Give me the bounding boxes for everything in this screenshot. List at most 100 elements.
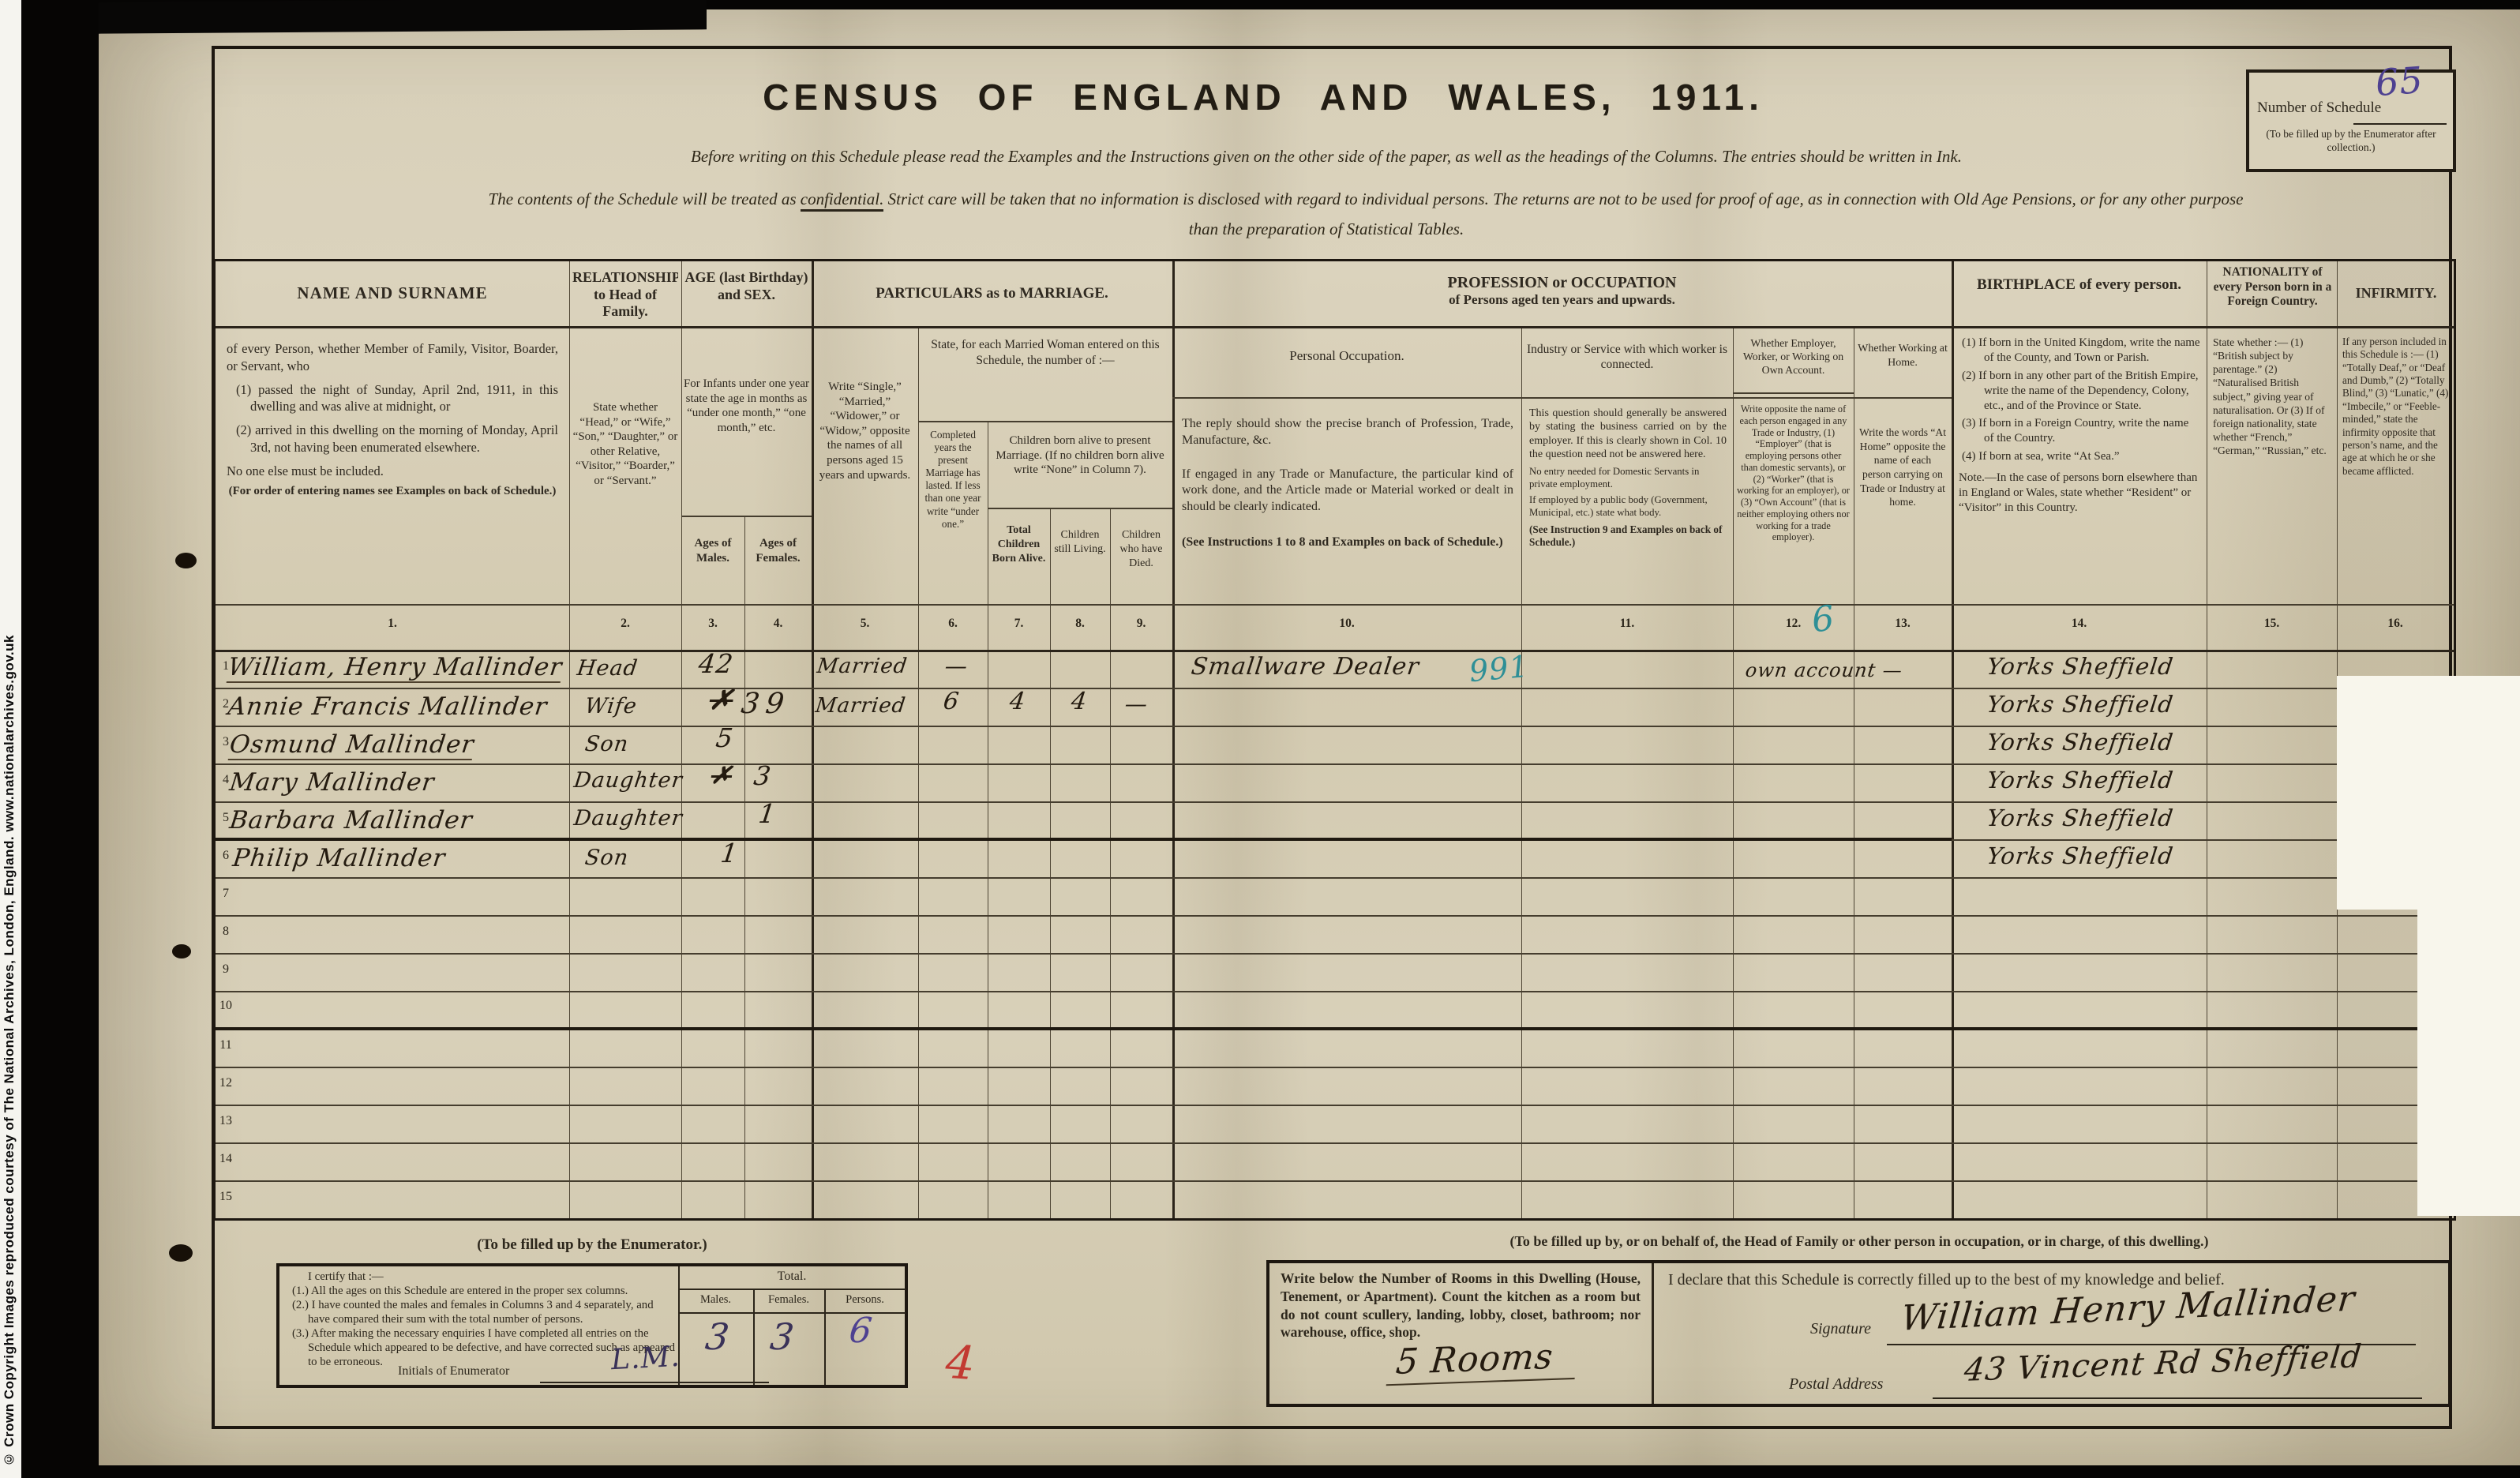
column-header-birthplace: BIRTHPLACE of every person. — [1977, 276, 2181, 293]
employment-status-title: Whether Employer, Worker, or Working on … — [1742, 337, 1844, 376]
personal-occupation-title: Personal Occupation. — [1289, 348, 1404, 363]
signature-label: Signature — [1810, 1320, 1872, 1337]
entry-age-female: 1 — [756, 798, 778, 829]
entry-years-married: — — [943, 653, 970, 679]
census-table: NAME AND SURNAME RELATIONSHIP to Head of… — [213, 259, 2456, 1221]
scan-edge-left — [21, 0, 99, 1478]
entry-age-male: 1 — [718, 838, 741, 868]
total-label: Total. — [777, 1270, 807, 1283]
nationality-instructions: State whether :— (1) “British subject by… — [2213, 336, 2327, 456]
row-number: 5 — [223, 811, 229, 824]
row-number: 7 — [223, 887, 229, 900]
entry-condition: Married — [814, 694, 908, 718]
dwelling-box: Write below the Number of Rooms in this … — [1266, 1260, 2451, 1407]
scan-edge-top-wedge — [99, 0, 707, 34]
entry-relation: Son — [583, 732, 631, 756]
confidential-line-2: than the preparation of Statistical Tabl… — [1188, 219, 1464, 238]
column-header-nationality: NATIONALITY of every Person born in a Fo… — [2213, 265, 2332, 309]
row-number: 11 — [219, 1038, 232, 1052]
row-number: 3 — [223, 735, 229, 748]
persons-label: Persons. — [846, 1293, 884, 1306]
row-number: 1 — [223, 659, 229, 673]
entry-years-married: 6 — [941, 688, 962, 715]
col-number: 11. — [1619, 617, 1635, 630]
entry-employment: own account — — [1744, 659, 1904, 681]
col-number: 1. — [388, 617, 397, 630]
entry-name: Barbara Mallinder — [227, 806, 474, 835]
females-label: Females. — [768, 1293, 809, 1306]
schedule-number-note: (To be filled up by the Enumerator after… — [2266, 128, 2436, 153]
industry-title: Industry or Service with which worker is… — [1527, 343, 1727, 372]
entry-children-born: 4 — [1007, 688, 1028, 715]
entry-relation: Daughter — [572, 806, 684, 831]
entry-name: William, Henry Mallinder — [226, 653, 564, 683]
children-died-label: Children who have Died. — [1119, 529, 1163, 570]
entry-age-male: 42 — [696, 648, 736, 679]
col-number: 10. — [1339, 617, 1355, 630]
entry-name: Philip Mallinder — [231, 844, 448, 872]
col-number: 12. — [1785, 617, 1802, 630]
children-total-label: Total Children Born Alive. — [992, 524, 1046, 565]
scan-edge-bottom — [21, 1465, 2520, 1478]
entry-children-living: 4 — [1069, 688, 1089, 715]
household-mark-annotation: 4 — [943, 1334, 978, 1391]
instruction-line: Before writing on this Schedule please r… — [691, 147, 1962, 166]
col-number: 15. — [2263, 617, 2280, 630]
col-number: 6. — [948, 617, 958, 630]
entry-name: Annie Francis Mallinder — [226, 692, 549, 721]
relationship-instructions: State whether “Head,” or “Wife,” “Son,” … — [572, 401, 678, 487]
column-header-name-surname: NAME AND SURNAME — [297, 283, 488, 302]
row-number: 9 — [223, 962, 229, 976]
rooms-value: 5 Rooms — [1386, 1335, 1579, 1386]
occupation-code-annotation: 991 — [1468, 648, 1531, 689]
col-number: 14. — [2071, 617, 2087, 630]
row-number: 12 — [219, 1076, 232, 1090]
redaction-patch — [2337, 676, 2520, 910]
signature-line — [1887, 1344, 2416, 1345]
row-number: 2 — [223, 697, 229, 711]
col-number: 16. — [2387, 617, 2403, 630]
entry-birthplace: Yorks Sheffield — [1985, 767, 2176, 793]
entry-age-female: 3 — [752, 760, 774, 791]
initials-value: L.M. — [609, 1340, 681, 1377]
certify-text: I certify that :— (1.) All the ages on t… — [292, 1270, 676, 1369]
row-number: 13 — [219, 1114, 232, 1127]
row-number: 14 — [219, 1152, 232, 1165]
declaration-text: I declare that this Schedule is correctl… — [1668, 1271, 2225, 1289]
paper-background — [99, 8, 2520, 1467]
schedule-number-value: 65 — [2374, 58, 2425, 105]
entry-birthplace: Yorks Sheffield — [1985, 805, 2176, 831]
years-married-instructions: Completed years the present Marriage has… — [924, 429, 981, 530]
row-number: 6 — [223, 849, 229, 862]
postal-address-value: 43 Vincent Rd Sheffield — [1962, 1338, 2364, 1389]
initials-line — [540, 1382, 769, 1383]
working-at-home-title: Whether Working at Home. — [1858, 343, 1948, 369]
row-number: 10 — [219, 999, 232, 1012]
postal-address-line — [1933, 1397, 2422, 1399]
condition-instructions: Write “Single,” “Married,” “Widower,” or… — [819, 381, 911, 482]
entry-age-struck: ✗ — [709, 762, 734, 790]
entry-children-died: — — [1123, 691, 1150, 717]
entry-birthplace: Yorks Sheffield — [1985, 691, 2176, 718]
row-number: 4 — [223, 773, 229, 786]
entry-name: Osmund Mallinder — [227, 730, 476, 760]
total-persons-value: 6 — [846, 1311, 876, 1351]
col-number: 4. — [773, 617, 783, 630]
row-number: 15 — [219, 1190, 232, 1203]
ages-females-label: Ages of Females. — [756, 537, 801, 565]
males-label: Males. — [699, 1293, 732, 1306]
personal-occupation-instructions: The reply should show the precise branch… — [1182, 417, 1513, 549]
entries-layer: William, Henry Mallinder Head 42 Married… — [216, 648, 2454, 1218]
married-woman-instructions: State, for each Married Woman entered on… — [931, 338, 1160, 368]
entry-birthplace: Yorks Sheffield — [1985, 729, 2176, 756]
schedule-number-line — [2353, 123, 2447, 125]
copyright-sidebar: © Crown Copyright Images reproduced cour… — [0, 0, 21, 1478]
industry-code-annotation: 6 — [1809, 598, 1837, 641]
entry-relation: Daughter — [572, 768, 684, 793]
children-living-label: Children still Living. — [1054, 529, 1106, 556]
postal-address-label: Postal Address — [1789, 1375, 1884, 1393]
entry-condition: Married — [816, 655, 909, 678]
employment-status-instructions: Write opposite the name of each person e… — [1736, 403, 1851, 543]
col-number: 7. — [1014, 617, 1024, 630]
initials-label: Initials of Enumerator — [398, 1364, 510, 1378]
